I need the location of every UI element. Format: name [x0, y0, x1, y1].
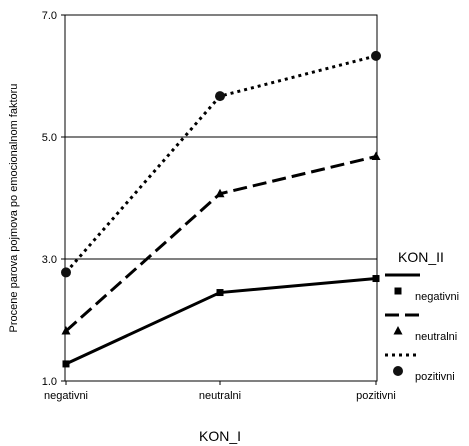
- legend-marker-neutralni: [393, 326, 403, 335]
- x-axis-title: KON_I: [199, 428, 241, 444]
- x-tick-label: neutralni: [199, 390, 241, 402]
- data-point-pozitivni: [61, 267, 71, 278]
- y-tick-label: 7.0: [42, 10, 57, 22]
- series-line-pozitivni: [64, 54, 377, 274]
- x-tick-label: negativni: [44, 390, 88, 402]
- legend-label-pozitivni: pozitivni: [415, 371, 455, 383]
- x-tick-label: pozitivni: [356, 390, 396, 402]
- data-point-negativni: [62, 360, 70, 368]
- data-point-negativni: [216, 289, 224, 297]
- data-point-pozitivni: [215, 91, 225, 102]
- legend-label-negativni: negativni: [415, 291, 459, 303]
- legend-marker-negativni: [394, 287, 402, 295]
- gridlines: [65, 136, 377, 260]
- y-tick-label: 5.0: [42, 132, 57, 144]
- data-point-neutralni: [61, 325, 71, 335]
- legend-label-neutralni: neutralni: [415, 331, 457, 343]
- series-lines: [64, 54, 377, 366]
- data-point-neutralni: [371, 151, 381, 161]
- data-point-negativni: [372, 275, 380, 283]
- data-point-pozitivni: [371, 50, 381, 61]
- y-tick-label: 1.0: [42, 376, 57, 388]
- y-axis-title: Procene parova pojmova po emocionalnom f…: [8, 84, 20, 333]
- legend-marker-pozitivni: [393, 366, 403, 376]
- plot-area: [64, 14, 378, 382]
- series-line-neutralni: [65, 155, 377, 333]
- y-axis-ticks: 1.0 3.0 5.0 7.0: [42, 10, 65, 388]
- series-markers: [61, 50, 381, 368]
- legend: KON_II negativni neutralni pozitivni: [385, 249, 459, 383]
- x-axis-ticks: negativni neutralni pozitivni: [44, 381, 396, 402]
- y-tick-label: 3.0: [42, 254, 57, 266]
- legend-title: KON_II: [398, 249, 444, 265]
- data-point-neutralni: [215, 188, 225, 198]
